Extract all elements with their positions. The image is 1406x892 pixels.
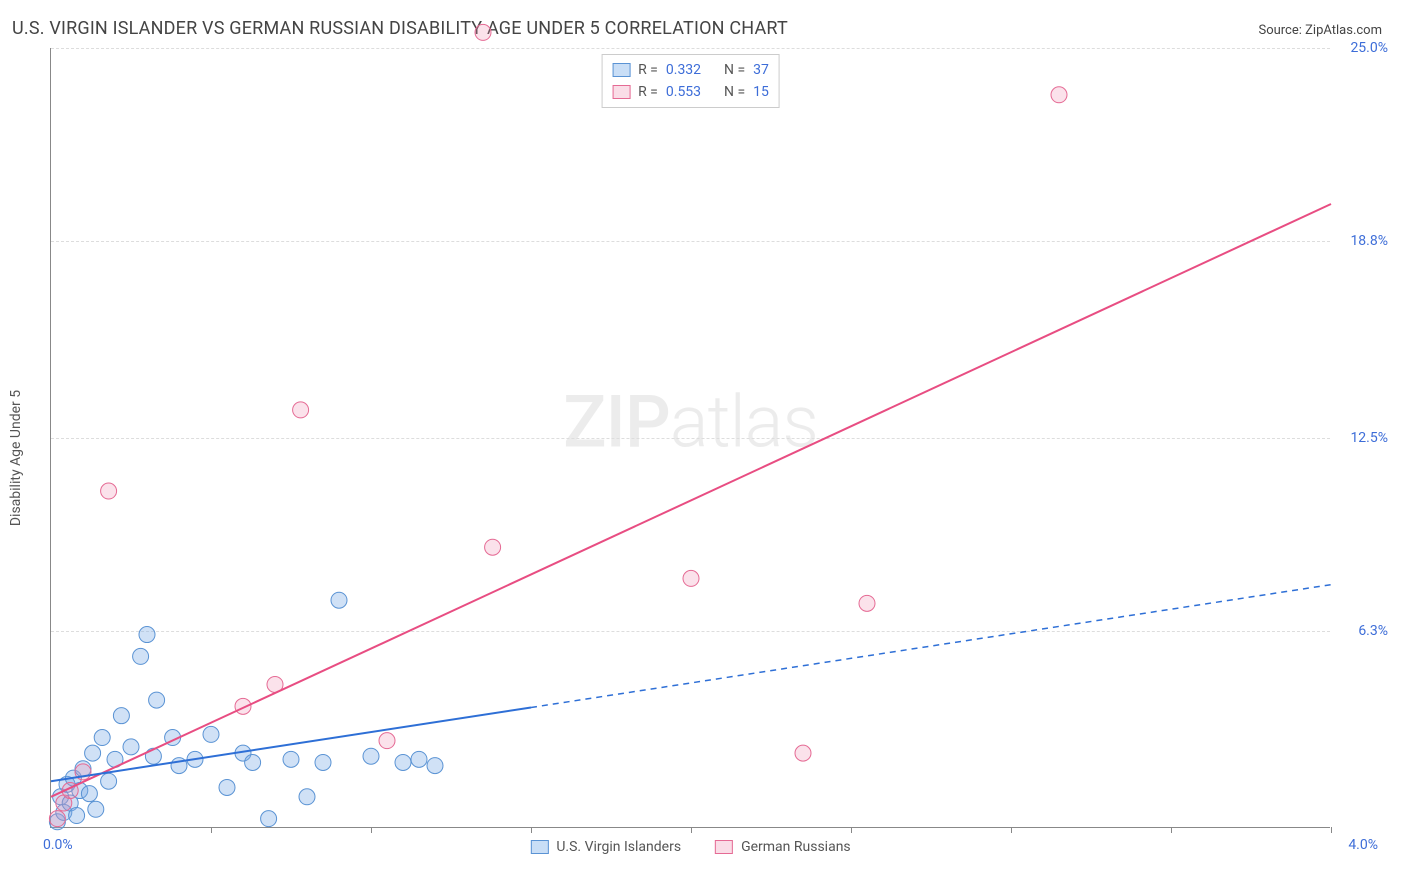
scatter-point-a — [133, 648, 149, 664]
plot-area: ZIPatlas 6.3%12.5%18.8%25.0% R = 0.332 N… — [50, 48, 1330, 828]
scatter-point-b — [475, 24, 491, 40]
scatter-point-b — [1051, 87, 1067, 103]
scatter-point-a — [411, 751, 427, 767]
scatter-point-a — [113, 708, 129, 724]
x-tick — [531, 827, 532, 833]
legend-item-b: German Russians — [715, 839, 851, 855]
x-tick — [691, 827, 692, 833]
r-value-a: 0.332 — [666, 59, 701, 81]
scatter-point-b — [485, 539, 501, 555]
n-value-b: 15 — [753, 81, 769, 103]
scatter-point-a — [149, 692, 165, 708]
legend-stat-row-a: R = 0.332 N = 37 — [612, 59, 769, 81]
x-origin-label: 0.0% — [43, 837, 73, 853]
scatter-point-a — [123, 739, 139, 755]
plot-svg — [51, 48, 1330, 827]
y-tick-label: 12.5% — [1350, 430, 1388, 446]
scatter-point-a — [283, 751, 299, 767]
series-b-name: German Russians — [741, 839, 851, 855]
scatter-point-a — [94, 730, 110, 746]
scatter-point-a — [331, 592, 347, 608]
scatter-point-a — [427, 758, 443, 774]
scatter-point-b — [683, 570, 699, 586]
n-value-a: 37 — [753, 59, 769, 81]
y-tick-label: 25.0% — [1350, 40, 1388, 56]
y-tick-label: 18.8% — [1350, 233, 1388, 249]
scatter-point-a — [101, 773, 117, 789]
r-label-b: R = — [638, 81, 658, 103]
n-label-a: N = — [724, 59, 745, 81]
scatter-point-a — [203, 726, 219, 742]
scatter-point-a — [145, 748, 161, 764]
scatter-point-a — [139, 627, 155, 643]
scatter-point-b — [379, 733, 395, 749]
chart-title: U.S. VIRGIN ISLANDER VS GERMAN RUSSIAN D… — [12, 18, 788, 39]
legend-stats: R = 0.332 N = 37 R = 0.553 N = 15 — [601, 54, 780, 108]
scatter-point-b — [101, 483, 117, 499]
x-tick — [1011, 827, 1012, 833]
x-tick — [371, 827, 372, 833]
n-label-b: N = — [724, 81, 745, 103]
legend-stat-row-b: R = 0.553 N = 15 — [612, 81, 769, 103]
x-tick — [211, 827, 212, 833]
scatter-point-b — [859, 595, 875, 611]
series-a-name: U.S. Virgin Islanders — [556, 839, 681, 855]
trendline-b — [51, 204, 1331, 797]
scatter-point-a — [245, 754, 261, 770]
source-name: ZipAtlas.com — [1305, 23, 1382, 38]
scatter-point-a — [88, 801, 104, 817]
swatch-blue-icon — [530, 840, 548, 854]
y-tick-label: 6.3% — [1358, 623, 1388, 639]
scatter-point-a — [219, 779, 235, 795]
x-tick — [851, 827, 852, 833]
legend-series: U.S. Virgin Islanders German Russians — [530, 839, 850, 855]
scatter-point-a — [261, 811, 277, 827]
scatter-point-a — [85, 745, 101, 761]
scatter-point-a — [395, 754, 411, 770]
x-tick — [1331, 827, 1332, 833]
scatter-point-b — [795, 745, 811, 761]
r-label-a: R = — [638, 59, 658, 81]
r-value-b: 0.553 — [666, 81, 701, 103]
scatter-point-b — [49, 811, 65, 827]
legend-item-a: U.S. Virgin Islanders — [530, 839, 681, 855]
scatter-point-a — [315, 754, 331, 770]
chart-container: Disability Age Under 5 ZIPatlas 6.3%12.5… — [50, 48, 1390, 868]
x-tick — [1171, 827, 1172, 833]
trendline-a-dashed — [531, 585, 1331, 708]
x-max-label: 4.0% — [1348, 837, 1378, 853]
scatter-point-a — [363, 748, 379, 764]
scatter-point-a — [69, 808, 85, 824]
swatch-pink-icon — [612, 85, 630, 99]
scatter-point-a — [299, 789, 315, 805]
source-attribution: Source: ZipAtlas.com — [1258, 23, 1382, 38]
scatter-point-a — [81, 786, 97, 802]
swatch-blue-icon — [612, 63, 630, 77]
source-prefix: Source: — [1258, 23, 1305, 38]
y-axis-label: Disability Age Under 5 — [8, 390, 24, 526]
scatter-point-b — [293, 402, 309, 418]
swatch-pink-icon — [715, 840, 733, 854]
